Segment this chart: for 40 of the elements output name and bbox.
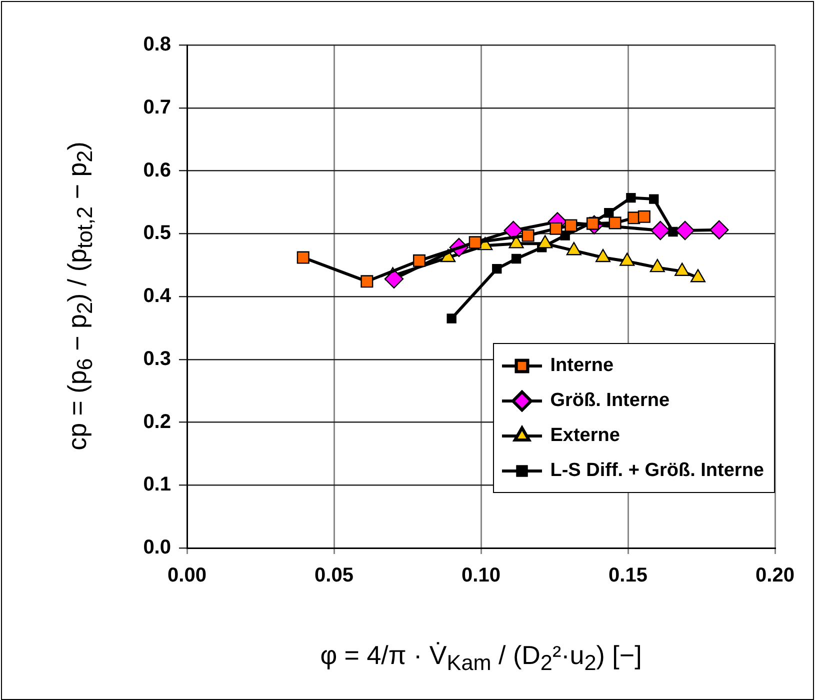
y-tick-label: 0.0 [143, 536, 171, 559]
point [608, 216, 622, 230]
point [522, 229, 534, 242]
point [468, 236, 482, 249]
point [626, 192, 636, 203]
y-tick-label: 0.7 [143, 96, 171, 118]
x-tick-label: 0.15 [608, 564, 648, 587]
point [446, 314, 456, 324]
legend-label: Interne [550, 354, 614, 376]
point [296, 251, 310, 264]
point [650, 220, 670, 240]
point [492, 264, 502, 274]
y-tick-label: 0.2 [143, 410, 171, 433]
y-tick-label: 0.1 [143, 474, 171, 496]
legend-label: L-S Diff. + Größ. Interne [550, 460, 764, 482]
point [384, 269, 404, 288]
y-tick-label: 0.4 [143, 285, 172, 308]
point [504, 220, 523, 240]
y-tick-label: 0.6 [143, 159, 171, 182]
x-axis-title: φ = 4/π · V̇$_{Kam}$ / (D$_{2}$²·u$_{2}$) [−] [320, 640, 642, 676]
legend-label: Externe [550, 424, 620, 446]
point [413, 254, 426, 267]
x-tick-label: 0.00 [168, 564, 206, 587]
legend-label: Größ. Interne [550, 390, 670, 412]
point [550, 222, 562, 235]
point [638, 210, 650, 223]
y-tick-label: 0.3 [143, 348, 171, 370]
point [560, 230, 570, 240]
x-tick-label: 0.05 [314, 564, 354, 587]
point [564, 219, 578, 232]
point [710, 220, 729, 240]
y-tick-label: 0.5 [143, 222, 171, 244]
point [604, 208, 614, 218]
x-tick-label: 0.20 [756, 564, 794, 587]
y-tick-label: 0.8 [143, 34, 171, 56]
point [360, 275, 374, 288]
point [675, 220, 695, 240]
point [511, 254, 522, 264]
point [649, 194, 659, 204]
x-tick-label: 0.10 [462, 564, 500, 587]
